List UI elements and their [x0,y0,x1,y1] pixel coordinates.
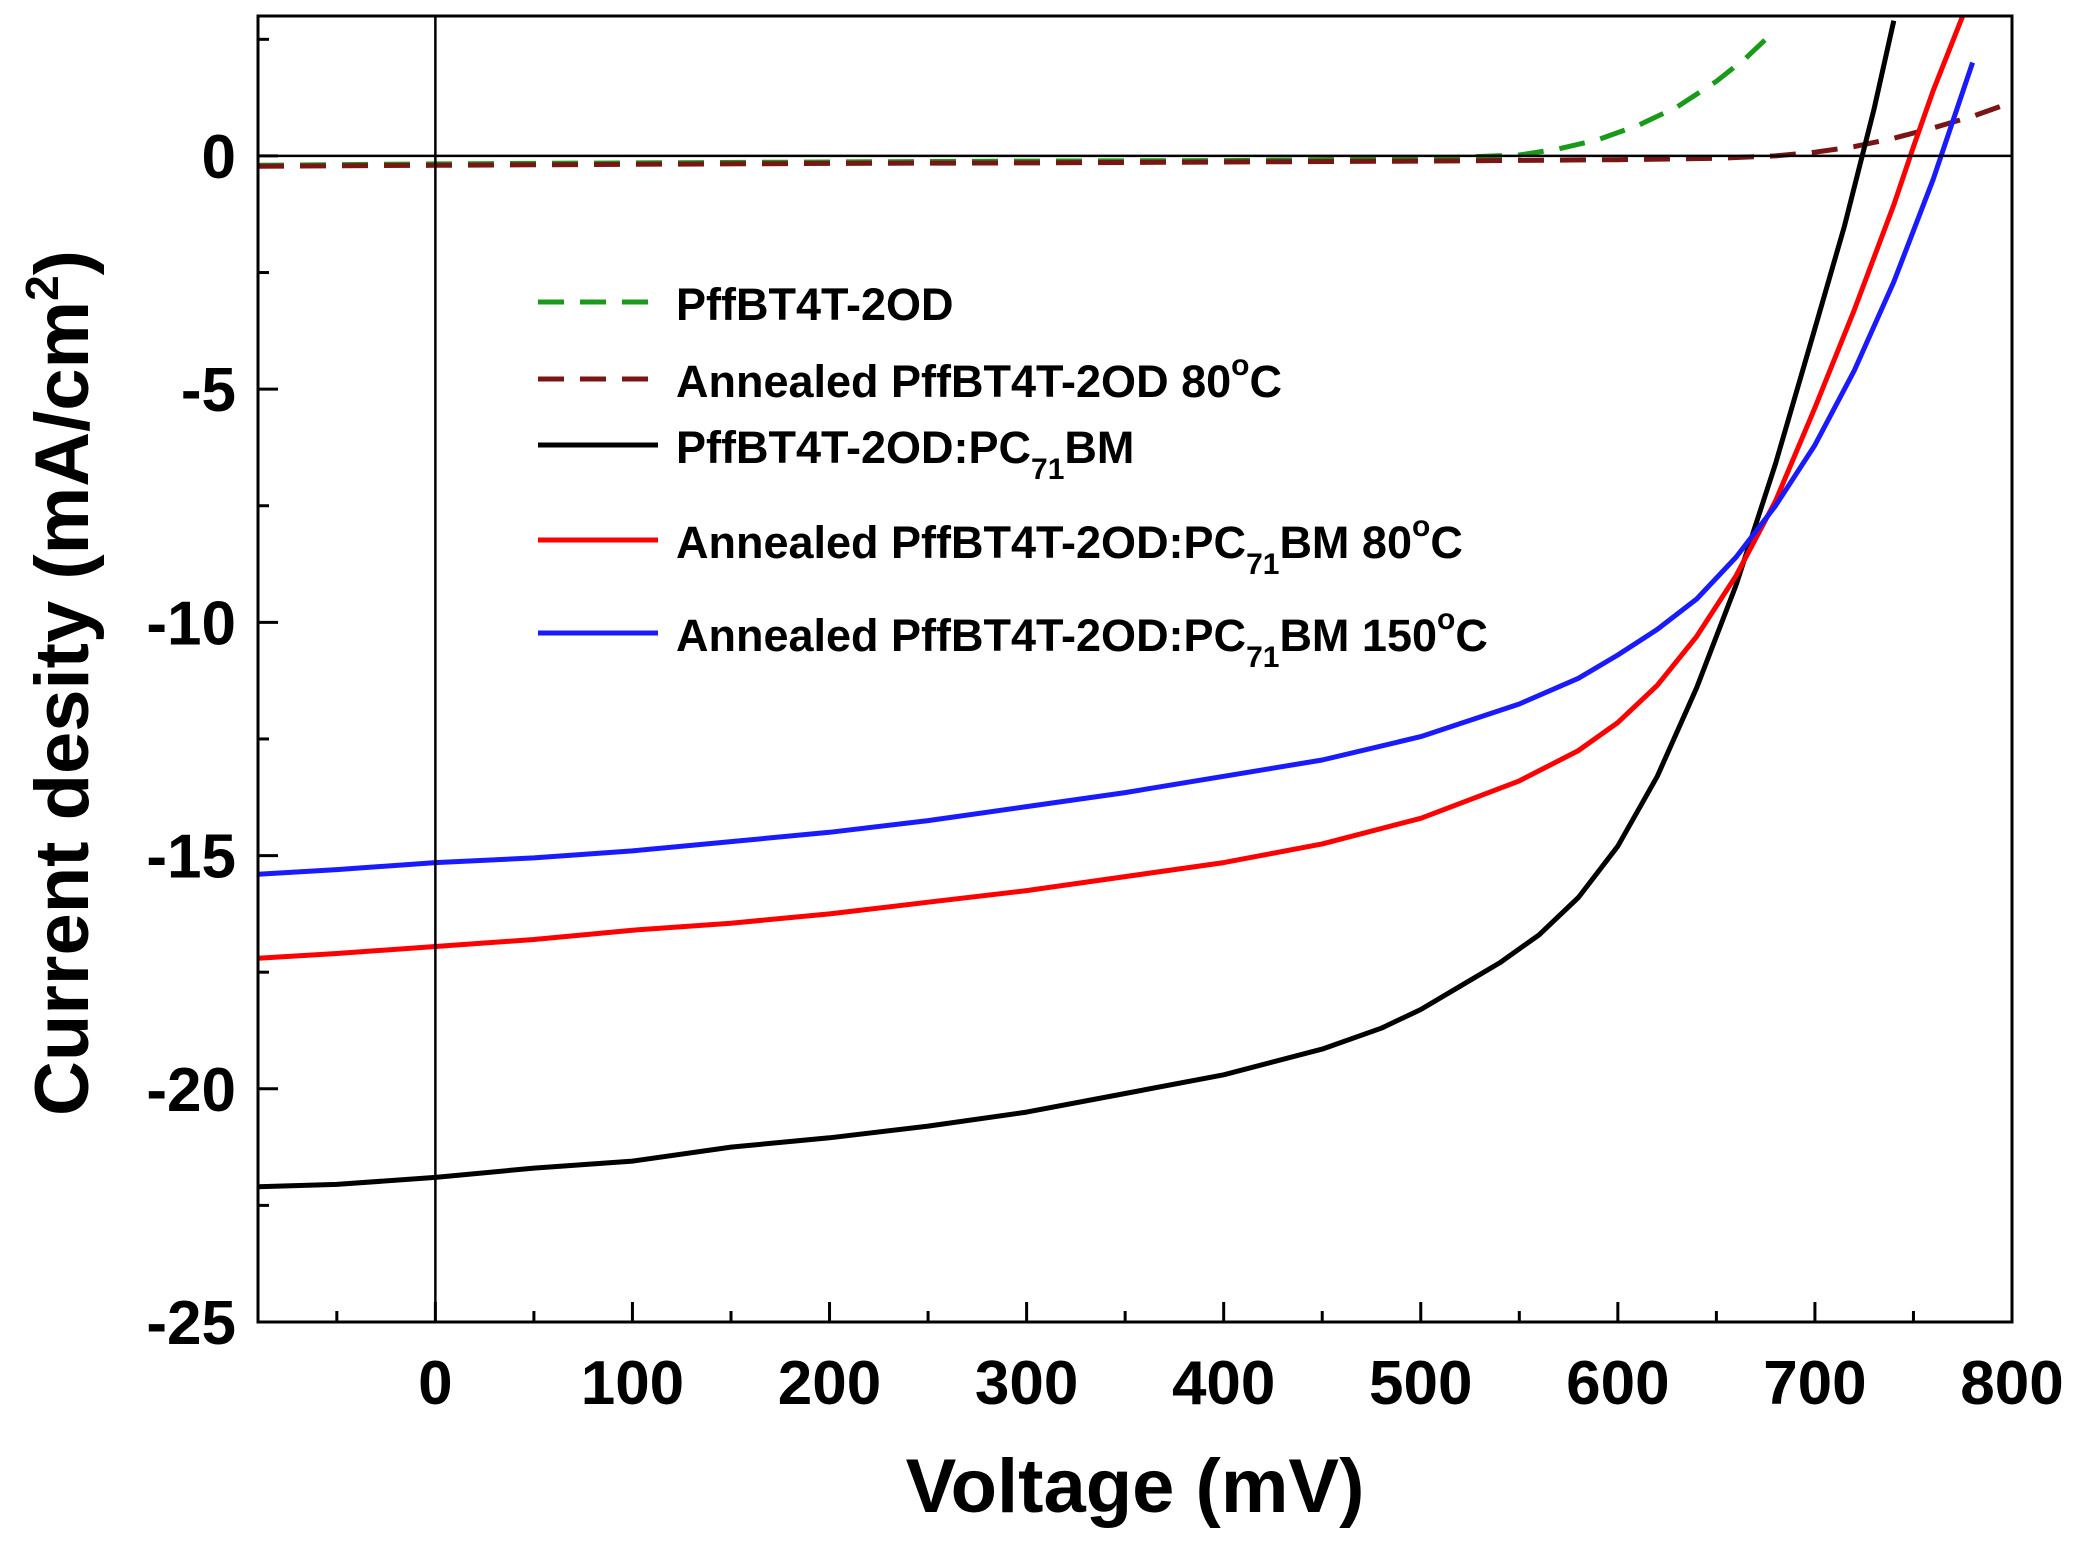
legend-label-part: C [1430,517,1463,568]
legend-label-part: o [1412,510,1430,543]
legend-label-2: PffBT4T-2OD:PC71BM [676,422,1134,486]
legend-label-part: BM [1064,422,1134,473]
series-line-3 [258,16,1966,961]
y-axis-title-sup: 2 [16,275,68,301]
series-line-1 [258,99,2012,169]
y-tick-label: -15 [146,823,236,892]
legend-label-4: Annealed PffBT4T-2OD:PC71BM 150oC [676,603,1488,674]
legend-label-part: Annealed PffBT4T-2OD:PC [676,517,1246,568]
legend-label-part: 71 [1031,453,1064,486]
x-tick-labels: 0 100 200 300 400 500 600 700 800 [418,1349,2064,1418]
reference-lines [258,16,2012,1322]
legend-label-part: PffBT4T-2OD:PC [676,422,1031,473]
x-tick-label: 500 [1369,1349,1472,1418]
plot-frame [256,14,2014,1324]
y-tick-label: -20 [146,1056,236,1125]
y-axis-title: Current desity (mA/cm2) [16,250,105,1116]
x-tick-label: 800 [1960,1349,2063,1418]
legend-label-part: o [1437,603,1455,636]
y-axis-title-tail: ) [20,250,105,275]
legend-label-0: PffBT4T-2OD [676,279,954,330]
legend-label-part: 71 [1246,548,1279,581]
legend-label-1: Annealed PffBT4T-2OD 80oC [676,349,1282,407]
legend-label-part: C [1249,356,1282,407]
legend-label-part: 71 [1246,641,1279,674]
x-tick-label: 0 [418,1349,452,1418]
series-line-0 [258,28,1778,168]
y-tick-label: -25 [146,1289,236,1358]
legend-label-part: PffBT4T-2OD [676,279,954,330]
x-tick-label: 400 [1172,1349,1275,1418]
x-tick-label: 700 [1763,1349,1866,1418]
legend-label-part: Annealed PffBT4T-2OD 80 [676,356,1231,407]
y-axis-title-main: Current desity (mA/cm [20,301,105,1116]
x-tick-label: 300 [975,1349,1078,1418]
legend-label-part: Annealed PffBT4T-2OD:PC [676,610,1246,661]
y-tick-label: -10 [146,589,236,658]
legend-label-part: C [1455,610,1488,661]
axis-ticks [258,37,2014,1324]
y-tick-labels: 0 -5 -10 -15 -20 -25 [146,123,236,1358]
legend-label-part: BM 150 [1279,610,1437,661]
legend-label-3: Annealed PffBT4T-2OD:PC71BM 80oC [676,510,1463,581]
legend-label-part: o [1231,349,1249,382]
x-tick-label: 100 [581,1349,684,1418]
x-axis-title: Voltage (mV) [906,1444,1365,1529]
y-tick-label: -5 [181,356,236,425]
x-tick-label: 600 [1566,1349,1669,1418]
series-line-2 [258,20,1897,1190]
legend-label-part: BM 80 [1279,517,1412,568]
plot-series [258,16,2012,1190]
x-tick-label: 200 [778,1349,881,1418]
series-line-4 [258,61,1975,877]
y-tick-label: 0 [202,123,236,192]
